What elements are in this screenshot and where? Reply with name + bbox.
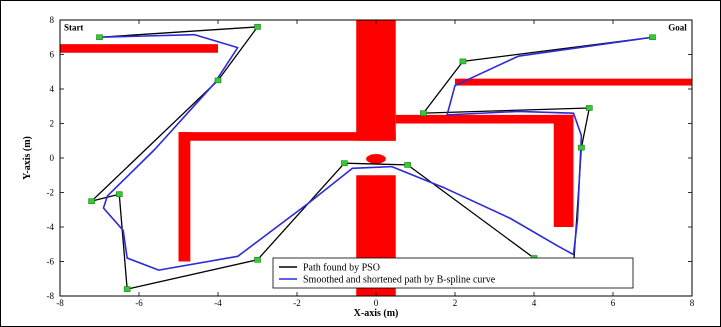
y-axis-label: Y-axis (m) bbox=[22, 136, 33, 180]
waypoint-marker-15 bbox=[649, 34, 656, 41]
obstacle-2 bbox=[178, 132, 396, 141]
x-tick-label-6: 4 bbox=[532, 298, 537, 308]
waypoint-marker-0 bbox=[96, 34, 103, 41]
obstacle-0 bbox=[60, 44, 218, 53]
x-tick-label-1: -6 bbox=[135, 298, 143, 308]
x-tick-label-2: -4 bbox=[214, 298, 222, 308]
waypoint-marker-2 bbox=[214, 77, 222, 84]
waypoint-marker-3 bbox=[88, 198, 95, 204]
y-tick-label-7: 6 bbox=[50, 50, 55, 60]
waypoint-marker-14 bbox=[459, 58, 467, 65]
obstacle-5 bbox=[553, 114, 574, 227]
y-tick-label-3: -2 bbox=[47, 188, 55, 198]
series-line-1 bbox=[99, 33, 653, 271]
legend-label-1: Smoothed and shortened path by B-spline … bbox=[303, 275, 496, 286]
y-tick-label-2: -4 bbox=[47, 222, 55, 232]
waypoint-marker-1 bbox=[254, 24, 261, 30]
y-tick-label-5: 2 bbox=[50, 119, 55, 129]
waypoint-marker-6 bbox=[254, 256, 261, 263]
series-line-0 bbox=[90, 26, 653, 290]
x-tick-label-5: 2 bbox=[453, 298, 458, 308]
waypoint-marker-12 bbox=[585, 105, 593, 111]
x-axis-label: X-axis (m) bbox=[354, 308, 399, 319]
obstacle-6 bbox=[455, 78, 692, 86]
x-tick-label-0: -8 bbox=[56, 298, 64, 308]
waypoint-marker-8 bbox=[404, 162, 411, 168]
x-tick-label-3: -2 bbox=[293, 298, 301, 308]
waypoint-marker-13 bbox=[420, 110, 427, 116]
waypoint-marker-5 bbox=[123, 286, 131, 292]
annotation-start: Start bbox=[64, 22, 83, 32]
waypoint-marker-4 bbox=[115, 191, 123, 198]
obstacle-1 bbox=[356, 20, 396, 141]
waypoint-marker-7 bbox=[341, 160, 348, 166]
obstacle-8 bbox=[366, 154, 386, 164]
obstacle-4 bbox=[395, 114, 574, 124]
x-tick-label-4: 0 bbox=[374, 298, 379, 308]
y-tick-label-0: -8 bbox=[47, 291, 55, 301]
x-tick-label-8: 8 bbox=[690, 298, 695, 308]
y-tick-label-8: 8 bbox=[50, 15, 55, 25]
y-tick-label-4: 0 bbox=[50, 153, 55, 163]
obstacle-3 bbox=[178, 132, 191, 262]
legend-box bbox=[272, 257, 634, 289]
annotation-goal: Goal bbox=[668, 22, 687, 32]
legend-label-0: Path found by PSO bbox=[303, 263, 380, 274]
waypoint-marker-11 bbox=[578, 144, 585, 151]
y-tick-label-6: 4 bbox=[50, 84, 55, 94]
x-tick-label-7: 6 bbox=[611, 298, 616, 308]
y-tick-label-1: -6 bbox=[47, 257, 55, 267]
